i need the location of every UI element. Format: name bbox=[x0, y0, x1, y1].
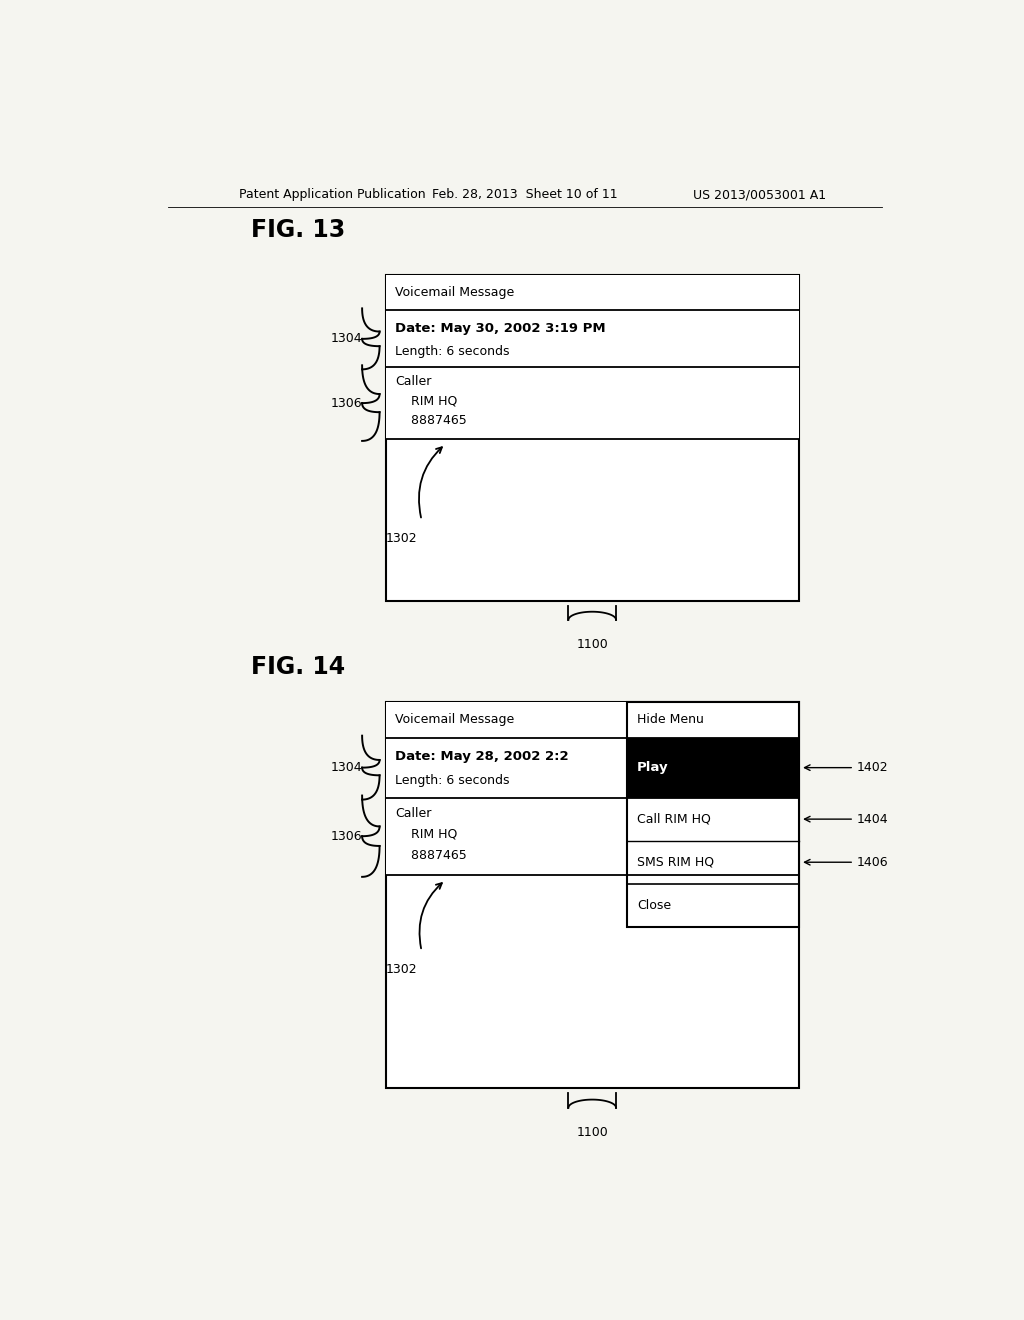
Bar bbox=[386, 738, 628, 797]
Bar bbox=[628, 702, 799, 927]
Text: 1302: 1302 bbox=[386, 532, 418, 545]
Text: 1304: 1304 bbox=[331, 762, 362, 774]
Bar bbox=[386, 276, 799, 601]
Text: Length: 6 seconds: Length: 6 seconds bbox=[395, 775, 510, 787]
Text: 1406: 1406 bbox=[856, 855, 888, 869]
Text: RIM HQ: RIM HQ bbox=[395, 395, 458, 408]
Bar bbox=[628, 841, 799, 884]
Text: Caller: Caller bbox=[395, 375, 432, 388]
Bar bbox=[386, 702, 799, 738]
Bar bbox=[628, 884, 799, 927]
Bar bbox=[386, 797, 628, 875]
Text: 1100: 1100 bbox=[577, 1126, 608, 1139]
Text: Length: 6 seconds: Length: 6 seconds bbox=[395, 345, 510, 358]
Text: 8887465: 8887465 bbox=[395, 414, 467, 428]
Text: Call RIM HQ: Call RIM HQ bbox=[637, 813, 711, 825]
Text: 1100: 1100 bbox=[577, 638, 608, 651]
Text: RIM HQ: RIM HQ bbox=[395, 828, 458, 841]
Text: Play: Play bbox=[637, 762, 669, 774]
Text: 1306: 1306 bbox=[331, 396, 362, 409]
Text: 1304: 1304 bbox=[331, 333, 362, 346]
Bar bbox=[386, 310, 799, 367]
Text: FIG. 14: FIG. 14 bbox=[251, 655, 345, 678]
Bar bbox=[628, 738, 799, 797]
Text: 1402: 1402 bbox=[856, 762, 888, 774]
Bar bbox=[628, 797, 799, 841]
Bar bbox=[386, 367, 799, 438]
Text: FIG. 13: FIG. 13 bbox=[251, 218, 345, 242]
Text: US 2013/0053001 A1: US 2013/0053001 A1 bbox=[693, 189, 826, 202]
Text: 8887465: 8887465 bbox=[395, 849, 467, 862]
Text: 1306: 1306 bbox=[331, 830, 362, 842]
Text: Patent Application Publication: Patent Application Publication bbox=[240, 189, 426, 202]
Bar bbox=[386, 276, 799, 310]
Text: Voicemail Message: Voicemail Message bbox=[395, 713, 515, 726]
Text: 1404: 1404 bbox=[856, 813, 888, 825]
Text: Voicemail Message: Voicemail Message bbox=[395, 286, 515, 300]
Text: Feb. 28, 2013  Sheet 10 of 11: Feb. 28, 2013 Sheet 10 of 11 bbox=[432, 189, 617, 202]
Text: Date: May 28, 2002 2:2: Date: May 28, 2002 2:2 bbox=[395, 750, 569, 763]
Text: Date: May 30, 2002 3:19 PM: Date: May 30, 2002 3:19 PM bbox=[395, 322, 606, 335]
Bar bbox=[386, 702, 799, 1089]
Text: Caller: Caller bbox=[395, 807, 432, 820]
Text: SMS RIM HQ: SMS RIM HQ bbox=[637, 855, 714, 869]
Text: Close: Close bbox=[637, 899, 671, 912]
Text: 1302: 1302 bbox=[386, 964, 418, 977]
Text: Hide Menu: Hide Menu bbox=[637, 713, 703, 726]
